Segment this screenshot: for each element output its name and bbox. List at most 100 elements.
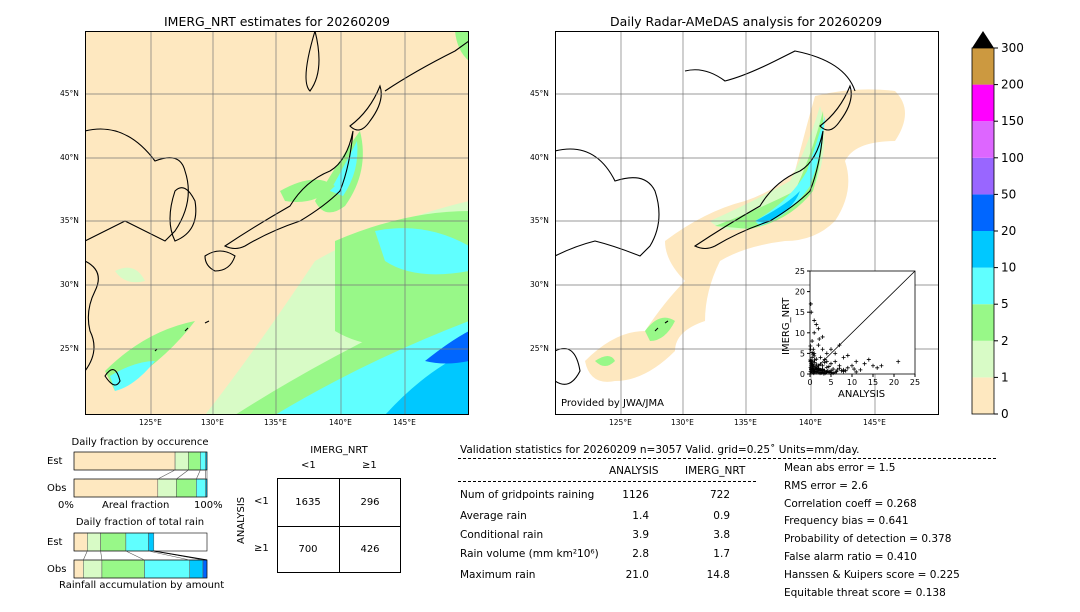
scatter-point [820,334,825,339]
contingency-row-label-0: <1 [254,496,269,507]
scatter-point [812,360,817,365]
scatter-point [843,368,848,373]
score-line: Mean abs error = 1.5 [784,462,896,474]
occurrence-bars [73,451,208,498]
scatter-ylabel: IMERG_NRT [781,297,792,355]
scatter-x-tick: 25 [910,378,920,387]
bar-segment [157,478,177,498]
cell-false-alarms: 296 [360,497,380,508]
scatter-point [808,343,813,348]
lon-tick-label: 135°E [264,418,287,427]
colorbar-tick-label: 150 [1001,114,1024,128]
lon-tick-label: 130°E [201,418,224,427]
credit-text: Provided by JWA/JMA [561,398,664,409]
contingency-table: 1635 296 700 426 [277,478,401,573]
scatter-point [821,371,826,376]
left-map [85,31,469,415]
scatter-point [811,371,816,376]
bar-segment [83,559,103,579]
bar-segment [100,532,127,552]
stats-col-analysis: ANALYSIS [609,465,659,477]
scatter-point [826,364,831,369]
lon-tick-label: 135°E [734,418,757,427]
contingency-row-title: ANALYSIS [236,496,247,544]
scatter-point [809,361,814,366]
scatter-point [875,365,880,370]
colorbar-segment [972,267,994,305]
diagonal-line [809,270,916,375]
scatter-point [839,368,844,373]
colorbar-segment [972,48,994,85]
lon-tick-label: 145°E [393,418,416,427]
scatter-point [845,353,850,358]
lat-tick-label: 30°N [530,280,549,289]
scatter-point [845,365,850,370]
colorbar-tick-label: 200 [1001,78,1024,92]
scatter-point [808,357,813,362]
cell-misses: 700 [298,544,318,555]
rain-field [105,31,469,415]
bar-segment [200,451,206,471]
stats-divider [458,458,996,459]
bar-segment [73,478,159,498]
scatter-point [822,360,827,365]
rain-fraction-bars [73,532,208,579]
scatter-x-tick: 0 [807,378,812,387]
left-map-title: IMERG_NRT estimates for 20260209 [163,14,391,29]
cell-hits-neg: 1635 [295,497,321,508]
scatter-point [818,362,823,367]
lon-tick-label: 125°E [139,418,162,427]
score-line: Hanssen & Kuipers score = 0.225 [784,568,960,581]
scatter-point [854,359,859,364]
lon-tick-label: 130°E [671,418,694,427]
colorbar-tick-label: 2 [1001,334,1009,348]
contingency-col-label-1: ≥1 [362,460,377,471]
scatter-point [809,367,814,372]
lon-tick-label: 145°E [863,418,886,427]
right-map-title: Daily Radar-AMeDAS analysis for 20260209 [609,14,883,29]
bar-segment [174,451,189,471]
colorbar-segment [972,121,994,158]
scatter-y-tick: 10 [795,329,805,338]
stat-row-label: Conditional rain [460,529,544,541]
stat-analysis-value: 1126 [622,489,649,501]
lon-tick-label: 125°E [609,418,632,427]
stats-table-divider [458,481,756,482]
bar-segment [87,532,101,552]
scatter-point [833,359,838,364]
colorbar-tick-label: 50 [1001,187,1016,201]
scatter-point [820,363,825,368]
colorbar-segment [972,231,994,268]
scatter-point [824,365,829,370]
scatter-point [824,359,829,364]
scatter-point [850,363,854,368]
stat-imerg-value: 0.9 [713,510,730,522]
occurrence-title: Daily fraction by occurence [71,437,209,448]
scatter-point [858,367,863,372]
scatter-point [862,361,867,366]
rain-xlabel: Rainfall accumulation by amount [59,580,225,591]
occurrence-xlabel: Areal fraction [102,500,170,511]
scatter-point [810,355,815,360]
scatter-point [809,310,814,315]
colorbar-tick-label: 300 [1001,41,1024,55]
bar-segment [148,532,155,552]
colorbar-segment [972,340,994,378]
bar-segment [73,532,88,552]
score-line: Frequency bias = 0.641 [784,515,909,528]
scatter-point [829,361,833,366]
stat-imerg-value: 3.8 [713,529,730,541]
scatter-point [812,330,817,335]
scatter-point [816,363,821,368]
lat-tick-label: 30°N [60,280,79,289]
scatter-y-tick: 25 [795,267,805,276]
scatter-point [818,355,823,360]
scatter-point [834,369,839,374]
bar-segment [73,451,176,471]
stat-analysis-value: 2.8 [632,548,649,560]
scatter-point [817,336,822,341]
stat-imerg-value: 1.7 [713,548,730,560]
stat-analysis-value: 1.4 [632,510,649,522]
lat-tick-label: 25°N [60,344,79,353]
lat-tick-label: 35°N [530,216,549,225]
